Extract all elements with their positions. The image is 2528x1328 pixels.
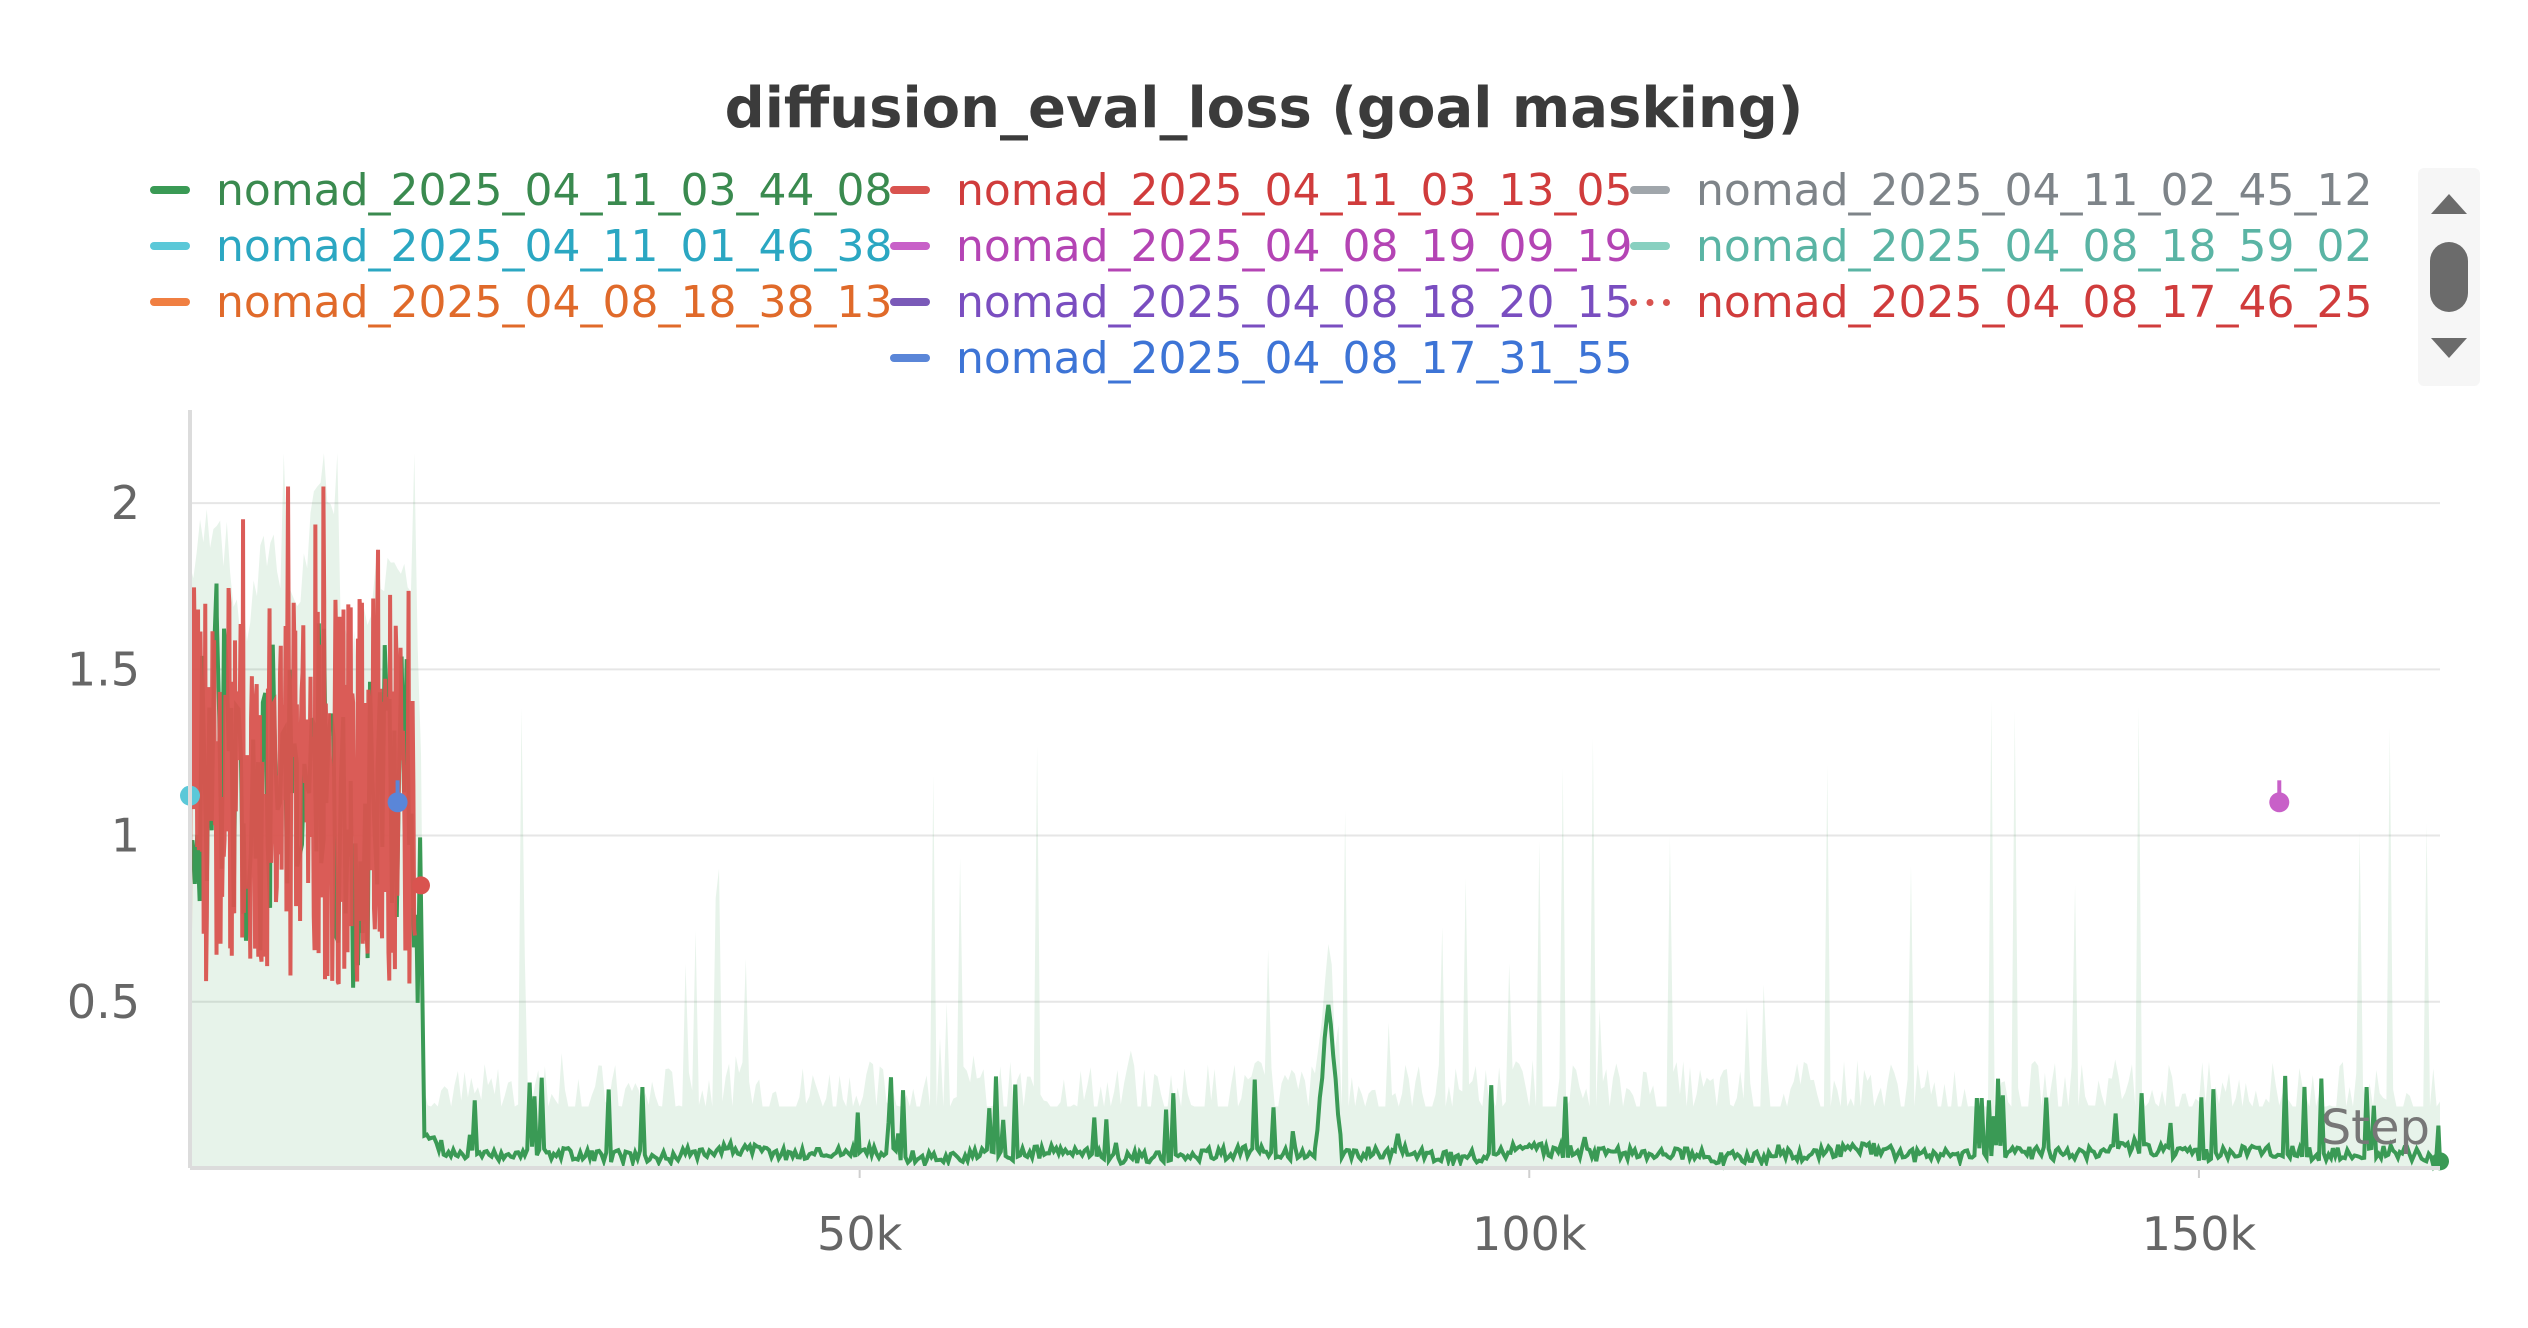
legend-item[interactable]: nomad_2025_04_08_19_09_19 — [890, 218, 1632, 274]
legend: nomad_2025_04_11_03_44_08 nomad_2025_04_1… — [150, 162, 2380, 402]
legend-swatch — [150, 242, 190, 250]
legend-swatch — [890, 298, 930, 306]
series-point — [2269, 792, 2290, 813]
legend-swatch — [150, 298, 190, 306]
legend-swatch — [890, 186, 930, 194]
legend-label: nomad_2025_04_08_18_38_13 — [216, 276, 893, 328]
scroll-up-icon[interactable] — [2431, 194, 2467, 214]
legend-label: nomad_2025_04_08_17_46_25 — [1696, 276, 2373, 328]
legend-swatch — [1630, 242, 1670, 250]
series-line — [188, 583, 2442, 1172]
legend-label: nomad_2025_04_11_01_46_38 — [216, 220, 893, 272]
legend-item[interactable]: nomad_2025_04_11_01_46_38 — [150, 218, 892, 274]
legend-swatch — [890, 242, 930, 250]
legend-item[interactable]: nomad_2025_04_11_03_13_05 — [890, 162, 1632, 218]
scroll-down-icon[interactable] — [2431, 338, 2467, 358]
legend-label: nomad_2025_04_08_18_20_15 — [956, 276, 1633, 328]
scroll-thumb[interactable] — [2430, 242, 2468, 312]
series-end-point — [2431, 1152, 2449, 1171]
chart-title: diffusion_eval_loss (goal masking) — [724, 76, 1804, 141]
y-tick-label: 1 — [111, 809, 140, 863]
legend-label: nomad_2025_04_11_02_45_12 — [1696, 164, 2373, 216]
legend-item[interactable]: nomad_2025_04_08_18_20_15 — [890, 274, 1632, 330]
series-end-point — [412, 876, 430, 895]
y-tick-label: 1.5 — [67, 642, 140, 696]
legend-item[interactable]: nomad_2025_04_08_18_38_13 — [150, 274, 892, 330]
legend-item[interactable]: nomad_2025_04_11_02_45_12 — [1630, 162, 2372, 218]
legend-swatch — [1630, 298, 1670, 306]
y-tick-label: 0.5 — [67, 975, 140, 1029]
legend-item[interactable]: nomad_2025_04_11_03_44_08 — [150, 162, 892, 218]
x-tick-label: 150k — [2142, 1207, 2257, 1261]
legend-label: nomad_2025_04_08_17_31_55 — [956, 332, 1633, 384]
legend-swatch — [150, 186, 190, 194]
x-tick-label: 100k — [1472, 1207, 1587, 1261]
legend-label: nomad_2025_04_08_19_09_19 — [956, 220, 1633, 272]
series-band — [190, 453, 2440, 1168]
legend-item[interactable]: nomad_2025_04_08_18_59_02 — [1630, 218, 2372, 274]
series-line — [188, 486, 417, 985]
x-tick-label: 50k — [817, 1207, 903, 1261]
legend-item[interactable]: nomad_2025_04_08_17_46_25 — [1630, 274, 2372, 330]
y-tick-label: 2 — [111, 476, 140, 530]
legend-scrollbar[interactable] — [2418, 168, 2480, 386]
series-point — [387, 792, 408, 813]
legend-label: nomad_2025_04_11_03_13_05 — [956, 164, 1633, 216]
legend-swatch — [1630, 186, 1670, 194]
legend-item[interactable]: nomad_2025_04_08_17_31_55 — [890, 330, 1632, 386]
legend-swatch — [890, 354, 930, 362]
legend-label: nomad_2025_04_08_18_59_02 — [1696, 220, 2373, 272]
legend-label: nomad_2025_04_11_03_44_08 — [216, 164, 893, 216]
x-axis-label: Step — [2321, 1100, 2430, 1156]
